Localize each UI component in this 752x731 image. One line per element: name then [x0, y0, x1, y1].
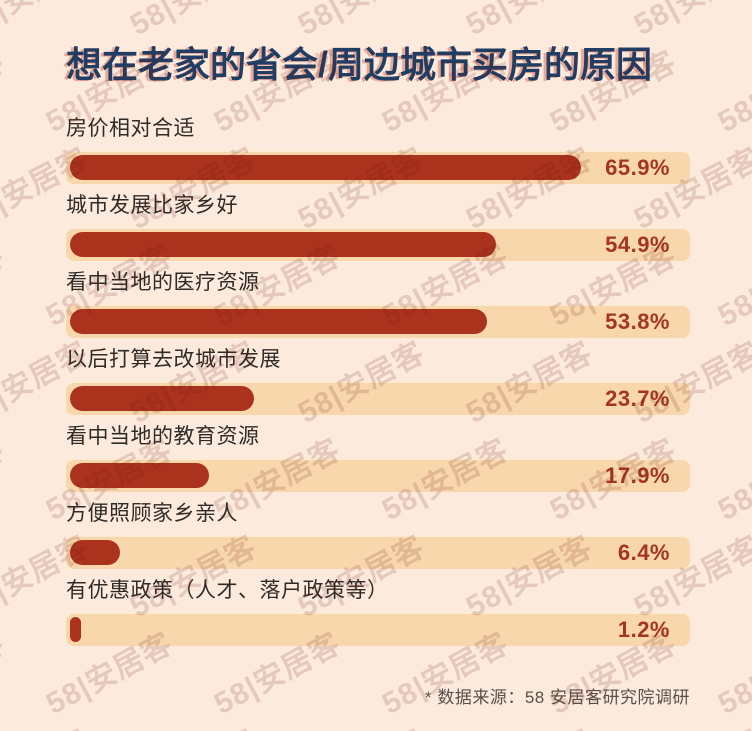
bar-fill — [70, 540, 120, 566]
chart-row: 房价相对合适 65.9% — [66, 117, 690, 185]
category-label: 以后打算去改城市发展 — [66, 348, 281, 372]
category-label: 城市发展比家乡好 — [66, 194, 238, 218]
bar-fill — [70, 463, 209, 489]
bar-track: 1.2% — [66, 613, 690, 647]
bar-track: 54.9% — [66, 228, 690, 262]
bar-track: 65.9% — [66, 151, 690, 185]
value-label: 17.9% — [605, 463, 670, 489]
bar-fill — [70, 617, 81, 643]
bar-fill — [70, 232, 496, 258]
chart-row: 方便照顾家乡亲人 6.4% — [66, 502, 690, 570]
category-label: 方便照顾家乡亲人 — [66, 502, 238, 526]
value-label: 54.9% — [605, 232, 670, 258]
bar-track: 23.7% — [66, 382, 690, 416]
chart-row: 城市发展比家乡好 54.9% — [66, 194, 690, 262]
bar-track: 53.8% — [66, 305, 690, 339]
page-title: 想在老家的省会/周边城市买房的原因 — [66, 44, 653, 85]
bar-fill — [70, 386, 254, 412]
value-label: 53.8% — [605, 309, 670, 335]
bar-track: 17.9% — [66, 459, 690, 493]
bar-fill — [70, 155, 581, 181]
chart-row: 有优惠政策（人才、落户政策等） 1.2% — [66, 579, 690, 647]
value-label: 1.2% — [617, 617, 670, 643]
value-label: 23.7% — [605, 386, 670, 412]
bar-chart: 房价相对合适 65.9% 城市发展比家乡好 54.9% 看中当地的医疗资源 53.8% 以后… — [66, 117, 690, 647]
source-note: * 数据来源：58 安居客研究院调研 — [425, 688, 690, 708]
bar-track: 6.4% — [66, 536, 690, 570]
category-label: 看中当地的教育资源 — [66, 425, 260, 449]
value-label: 6.4% — [617, 540, 670, 566]
bar-fill — [70, 309, 488, 335]
chart-row: 看中当地的教育资源 17.9% — [66, 425, 690, 493]
value-label: 65.9% — [605, 155, 670, 181]
category-label: 看中当地的医疗资源 — [66, 271, 260, 295]
category-label: 房价相对合适 — [66, 117, 195, 141]
category-label: 有优惠政策（人才、落户政策等） — [66, 579, 389, 603]
chart-row: 看中当地的医疗资源 53.8% — [66, 271, 690, 339]
chart-row: 以后打算去改城市发展 23.7% — [66, 348, 690, 416]
